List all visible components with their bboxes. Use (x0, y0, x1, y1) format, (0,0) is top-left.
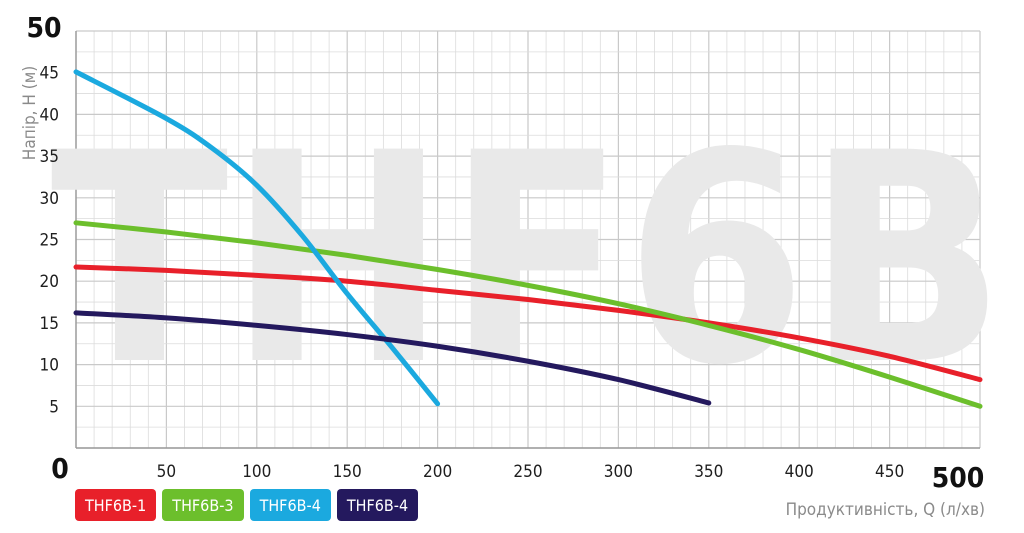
legend-item-2: THF6B-3 (162, 489, 244, 521)
y-tick-label: 35 (40, 147, 59, 167)
legend-item-1: THF6B-1 (75, 489, 157, 521)
x-tick-label: 50 (157, 462, 176, 482)
x-tick-label: 300 (604, 462, 633, 482)
x-tick-label: 350 (694, 462, 723, 482)
series-line-2 (73, 220, 983, 409)
grid (75, 30, 981, 449)
y-tick-label: 5 (49, 397, 59, 417)
x-tick-label: 500 (932, 461, 985, 494)
x-tick-label: 200 (423, 462, 452, 482)
x-tick-label: 0 (51, 452, 69, 485)
x-axis-title: Продуктивність, Q (л/хв) (786, 500, 985, 520)
y-tick-label: 45 (40, 64, 59, 84)
y-tick-label: 40 (40, 105, 59, 125)
tick-labels: 0 50 100 150 200 250 300 350 400 450 500 5 10 15 20 25 3… (26, 11, 984, 494)
x-tick-label: 450 (875, 462, 904, 482)
x-tick-label: 100 (242, 462, 271, 482)
y-tick-label: 25 (40, 231, 59, 251)
y-tick-label: 30 (40, 189, 59, 209)
y-tick-label: 20 (40, 272, 59, 292)
series-line-1 (73, 264, 983, 383)
y-tick-label: 10 (40, 356, 59, 376)
x-tick-label: 250 (513, 462, 542, 482)
legend-item-3: THF6B-4 (249, 489, 331, 521)
legend-item-4: THF6B-4 (336, 489, 419, 521)
y-axis-title: Напір, H (м) (20, 66, 40, 160)
series-group (73, 69, 983, 409)
x-tick-label: 400 (785, 462, 814, 482)
series-line-3 (73, 69, 441, 407)
legend: THF6B-1 THF6B-3 THF6B-4 THF6B-4 (75, 489, 419, 521)
watermark-text: THF6B (51, 92, 1006, 429)
x-tick-label: 150 (333, 462, 362, 482)
y-tick-label: 15 (40, 314, 59, 334)
y-tick-label: 50 (26, 11, 61, 44)
series-line-4 (73, 310, 712, 406)
